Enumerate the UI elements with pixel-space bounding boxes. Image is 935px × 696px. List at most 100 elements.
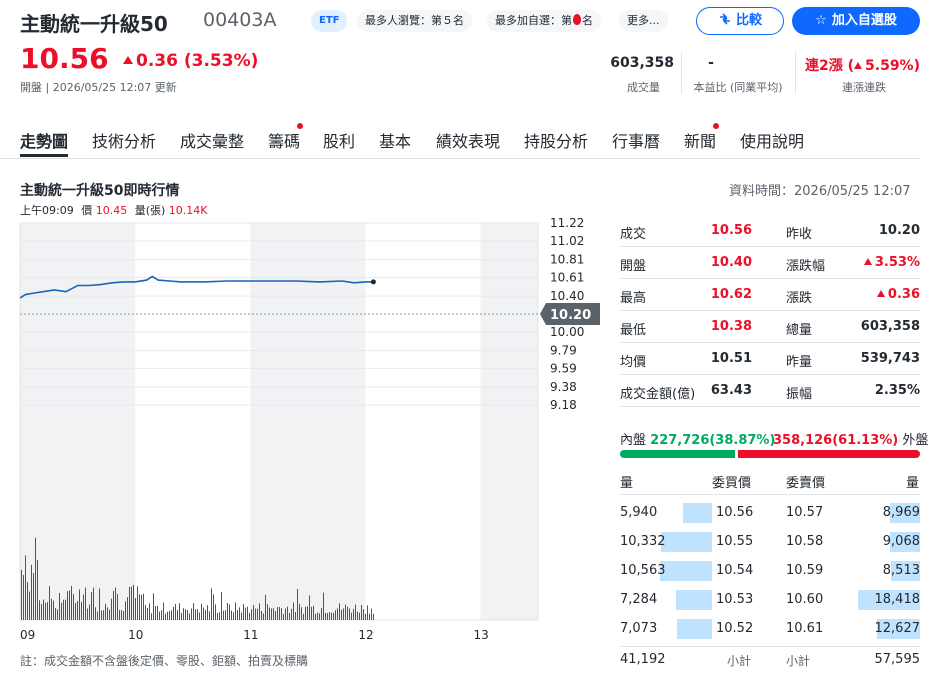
volume-bar (143, 593, 144, 620)
hover-vol: 10.14K (168, 204, 208, 217)
current-price: 10.56 (20, 42, 109, 75)
volume-bar (215, 604, 216, 620)
quote-value: 10.56 (710, 223, 752, 238)
quote-label: 成交 (620, 227, 647, 242)
stat-divider (681, 52, 682, 94)
x-tick-label: 11 (243, 628, 258, 642)
volume-bar (197, 609, 198, 620)
volume-bar (283, 613, 284, 620)
tab-basic[interactable]: 基本 (379, 132, 412, 151)
tab-dividend[interactable]: 股利 (323, 132, 356, 151)
volume-bar (321, 608, 322, 620)
volume-bar (71, 586, 72, 620)
ask-volume: 8,513 (882, 563, 920, 578)
volume-bar (347, 606, 348, 620)
more-tags-button[interactable]: 更多... (619, 10, 668, 32)
hour-band (250, 223, 366, 620)
price-change-value: 0.36 (3.53%) (136, 51, 259, 71)
volume-bar (77, 600, 78, 620)
tab-chips[interactable]: 籌碼 (268, 132, 301, 151)
volume-bar (53, 600, 54, 620)
tab-trades[interactable]: 成交彙整 (180, 132, 245, 151)
volume-bar (373, 613, 374, 620)
tab-technical[interactable]: 技術分析 (92, 132, 157, 151)
volume-bar (187, 610, 188, 620)
volume-bar (21, 569, 22, 620)
pe-value: - (708, 55, 714, 71)
volume-bar (301, 607, 302, 620)
quote-label: 總量 (786, 323, 813, 338)
tab-help[interactable]: 使用說明 (740, 132, 805, 151)
ask-price-header: 委賣價 (786, 476, 826, 491)
up-arrow-icon (123, 56, 133, 64)
volume-bar (205, 609, 206, 620)
volume-bar (233, 612, 234, 620)
footnote: 註：成交金額不含盤後定價、零股、鉅額、拍賣及標購 (20, 654, 309, 668)
volume-bar (183, 608, 184, 620)
volume-bar (289, 612, 290, 620)
y-tick-label: 10.40 (550, 289, 584, 303)
volume-bar (87, 608, 88, 620)
volume-bar (349, 608, 350, 620)
volume-bar (325, 612, 326, 620)
volume-bar (269, 607, 270, 620)
volume-bar (81, 601, 82, 620)
quote-row: 最低 10.38 總量 603,358 (620, 311, 920, 343)
volume-bar (95, 607, 96, 620)
tab-trend[interactable]: 走勢圖 (20, 132, 69, 151)
volume-bar (211, 588, 212, 620)
volume-bar (97, 611, 98, 620)
most-viewed-tag[interactable]: 最多人瀏覽：第５名 (357, 10, 472, 32)
y-tick-label: 11.02 (550, 234, 584, 248)
volume-bar (369, 613, 370, 620)
bid-volume: 7,073 (620, 621, 658, 636)
quote-value: 539,743 (860, 351, 920, 366)
volume-bar (163, 602, 164, 620)
etf-tag[interactable]: ETF (311, 10, 348, 32)
quote-value: 10.38 (710, 319, 752, 334)
orderbook-divider (620, 494, 920, 495)
quote-value-text: 3.53% (874, 255, 920, 270)
add-watchlist-button[interactable]: ☆ 加入自選股 (792, 7, 920, 35)
volume-bar (123, 611, 124, 620)
volume-bar (137, 586, 138, 620)
volume-bar (323, 592, 324, 620)
up-arrow-icon (863, 258, 872, 265)
volume-bar (213, 594, 214, 620)
intraday-chart[interactable]: 11.22 11.02 10.81 10.61 10.40 10.00 9.79 9.59 9.… (0, 215, 610, 645)
volume-bar (111, 598, 112, 620)
ask-price: 10.57 (786, 505, 824, 520)
volume-bar (175, 604, 176, 620)
bid-volume-header: 量 (620, 476, 634, 491)
quote-label: 開盤 (620, 259, 647, 274)
volume-bar (103, 610, 104, 620)
tab-performance[interactable]: 績效表現 (436, 132, 501, 151)
quote-row: 最高 10.62 漲跌 0.36 (620, 279, 920, 311)
volume-bar (79, 589, 80, 620)
volume-bar (57, 609, 58, 620)
inner-volume: 內盤 227,726(38.87%) (620, 429, 775, 448)
volume-bar (115, 587, 116, 620)
compare-button[interactable]: 比較 (696, 7, 784, 35)
bid-price: 10.53 (716, 592, 754, 607)
x-tick-label: 13 (473, 628, 488, 642)
y-tick-label: 9.18 (550, 398, 577, 412)
volume-bar (255, 608, 256, 620)
volume-bar (311, 606, 312, 620)
volume-bar (201, 603, 202, 620)
tab-holdings[interactable]: 持股分析 (524, 132, 589, 151)
volume-bar (193, 603, 194, 620)
tab-calendar[interactable]: 行事曆 (612, 132, 661, 151)
volume-bar (47, 602, 48, 620)
quote-label: 漲跌幅 (786, 259, 826, 274)
volume-bar (271, 608, 272, 620)
quote-value: 603,358 (860, 319, 920, 334)
volume-bar (83, 594, 84, 620)
tab-news[interactable]: 新聞 (684, 132, 717, 151)
volume-bar (107, 607, 108, 620)
most-watched-tag[interactable]: 最多加自選：第名 (487, 10, 601, 32)
volume-bar (291, 608, 292, 620)
volume-bar (181, 612, 182, 620)
quote-value: 10.62 (710, 287, 752, 302)
volume-bar (253, 604, 254, 620)
